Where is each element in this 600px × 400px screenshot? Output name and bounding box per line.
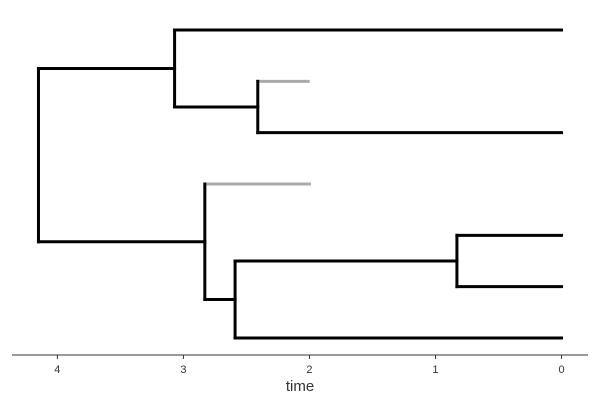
x-tick-label: 0 [558,364,564,376]
x-tick-label: 2 [306,364,312,376]
x-tick-label: 3 [180,364,186,376]
x-tick-label: 1 [432,364,438,376]
x-axis-title: time [286,378,314,395]
x-tick-label: 4 [54,364,60,376]
